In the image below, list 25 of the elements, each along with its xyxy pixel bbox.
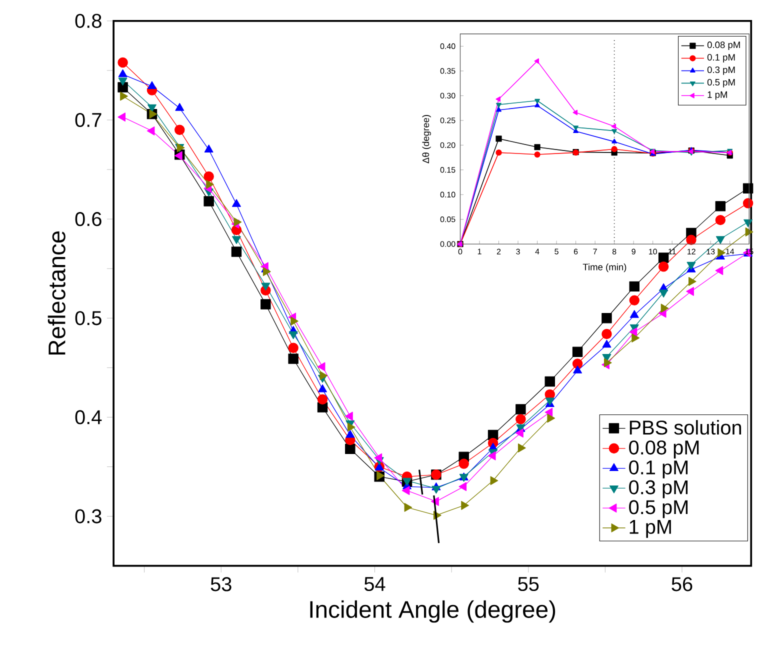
x-axis-title: Time (min) [582, 264, 626, 272]
legend-label: 0.08 pM [629, 440, 699, 459]
y-tick-label: 0.4 [75, 410, 102, 425]
y-tick-label: 0.5 [75, 311, 102, 326]
legend-label: 0.1 pM [707, 54, 735, 63]
x-tick-label: 56 [672, 577, 692, 592]
x-tick-label: 54 [364, 577, 386, 592]
legend-label: 0.1 pM [629, 460, 688, 479]
legend-label: 0.08 pM [707, 42, 740, 50]
legend-label: 0.5 pM [629, 500, 688, 518]
y-tick-label: 0.6 [75, 212, 102, 226]
y-axis-title: Reflectance [48, 232, 66, 355]
legend-label: 0.3 pM [629, 480, 688, 499]
legend-label: PBS solution [630, 420, 742, 435]
legend-label: 0.3 pM [707, 66, 735, 76]
y-tick-label: 0.8 [75, 14, 102, 28]
legend-label: 0.5 pM [707, 79, 735, 88]
y-tick-label: 0.3 [75, 509, 102, 524]
x-tick-label: 53 [210, 577, 232, 592]
y-axis-title: Δθ (degree) [422, 115, 431, 164]
y-tick-label: 0.7 [75, 113, 102, 128]
x-axis-title: Incident Angle (degree) [310, 600, 556, 623]
legend-label: 1 pM [630, 520, 671, 538]
x-tick-label: 55 [518, 577, 539, 592]
legend-label: 1 pM [708, 92, 727, 100]
